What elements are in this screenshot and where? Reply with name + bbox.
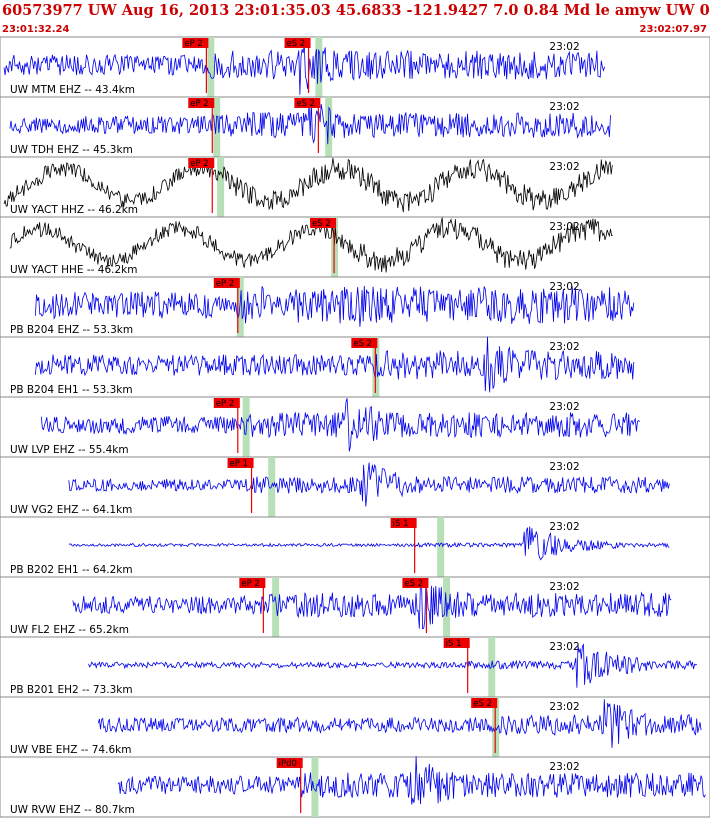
event-title: 60573977 UW Aug 16, 2013 23:01:35.03 45.…	[2, 2, 710, 19]
pick-flag	[213, 398, 240, 408]
trace-station-label: UW YACT HHE -- 46.2km	[10, 264, 137, 276]
trace-station-label: UW TDH EHZ -- 45.3km	[10, 144, 133, 156]
minute-tick-label: 23:02	[549, 341, 579, 353]
minute-tick-label: 23:02	[549, 461, 579, 473]
waveform-trace	[72, 579, 672, 630]
pick-window	[236, 277, 244, 337]
pick-flag	[310, 218, 337, 228]
trace-station-label: UW YACT HHZ -- 46.2km	[10, 204, 138, 216]
waveform-trace	[97, 699, 702, 748]
pick-label: eS 2	[473, 699, 492, 709]
minute-tick-label: 23:02	[549, 401, 579, 413]
pick-label: eP 2	[241, 579, 259, 589]
pick-window	[207, 37, 215, 97]
trace-station-label: PB B202 EH1 -- 64.2km	[10, 564, 133, 576]
pick-flag	[402, 578, 429, 588]
trace-station-label: PB B201 EH2 -- 73.3km	[10, 684, 133, 696]
window-end-time: 23:02:07.97	[640, 24, 708, 35]
pick-flag	[227, 458, 254, 468]
waveform-trace	[35, 285, 635, 327]
minute-tick-label: 23:02	[549, 41, 579, 53]
waveform-trace	[40, 398, 640, 452]
waveform-trace	[9, 102, 611, 145]
waveform-trace	[68, 526, 670, 561]
pick-flag	[284, 38, 311, 48]
pick-window	[488, 637, 496, 697]
pick-flag	[188, 158, 215, 168]
trace-station-label: UW LVP EHZ -- 55.4km	[10, 444, 129, 456]
pick-label: eS 2	[287, 39, 306, 49]
minute-tick-label: 23:02	[549, 101, 579, 113]
trace-station-label: PB B204 EHZ -- 53.3km	[10, 324, 133, 336]
pick-flag	[351, 338, 378, 348]
trace-station-label: UW VBE EHZ -- 74.6km	[10, 744, 131, 756]
pick-flag	[276, 758, 303, 768]
pick-flag	[182, 38, 209, 48]
trace-station-label: UW VG2 EHZ -- 64.1km	[10, 504, 132, 516]
trace-station-label: PB B204 EH1 -- 53.3km	[10, 384, 133, 396]
pick-label: eS 2	[404, 579, 423, 589]
minute-tick-label: 23:02	[549, 161, 579, 173]
trace-panel-frame	[0, 756, 710, 818]
pick-label: eP 2	[216, 399, 234, 409]
minute-tick-label: 23:02	[549, 521, 579, 533]
waveform-trace	[35, 336, 635, 393]
pick-flag	[390, 518, 417, 528]
pick-label: iPd0	[279, 759, 297, 769]
pick-flag	[239, 578, 266, 588]
pick-window	[437, 517, 445, 577]
pick-label: eP 1	[230, 459, 248, 469]
minute-tick-label: 23:02	[549, 701, 579, 713]
pick-label: eP 2	[190, 159, 208, 169]
pick-flag	[188, 98, 215, 108]
pick-label: eS 2	[353, 339, 372, 349]
pick-window	[268, 457, 276, 517]
minute-tick-label: 23:02	[549, 581, 579, 593]
pick-label: eP 2	[190, 99, 208, 109]
pick-window	[315, 37, 323, 97]
waveform-trace	[3, 157, 613, 213]
pick-flag	[443, 638, 470, 648]
pick-label: eP 2	[216, 279, 234, 289]
trace-station-label: UW RVW EHZ -- 80.7km	[10, 804, 135, 816]
trace-station-label: UW MTM EHZ -- 43.4km	[10, 84, 135, 96]
minute-tick-label: 23:02	[549, 641, 579, 653]
header-band	[0, 0, 710, 34]
pick-window	[213, 97, 221, 157]
pick-window	[217, 157, 225, 217]
trace-station-label: UW FL2 EHZ -- 65.2km	[10, 624, 129, 636]
pick-label: eS 2	[312, 219, 331, 229]
pick-label: iS 1	[446, 639, 462, 649]
waveform-trace	[68, 462, 670, 507]
minute-tick-label: 23:02	[549, 761, 579, 773]
waveform-trace	[117, 756, 706, 805]
pick-label: eS 2	[296, 99, 315, 109]
pick-flag	[294, 98, 321, 108]
pick-label: eP 2	[184, 39, 202, 49]
pick-window	[311, 757, 319, 817]
pick-window	[272, 577, 280, 637]
pick-flag	[471, 698, 498, 708]
waveform-trace	[88, 643, 697, 688]
pick-flag	[213, 278, 240, 288]
trace-panels: 23:02 eP 2 eS 2 UW MTM EHZ -- 43.4km 23:02 eP…	[0, 36, 710, 818]
window-start-time: 23:01:32.24	[2, 24, 70, 35]
waveform-trace	[9, 217, 613, 273]
minute-tick-label: 23:02	[549, 221, 579, 233]
pick-label: iS 1	[393, 519, 409, 529]
